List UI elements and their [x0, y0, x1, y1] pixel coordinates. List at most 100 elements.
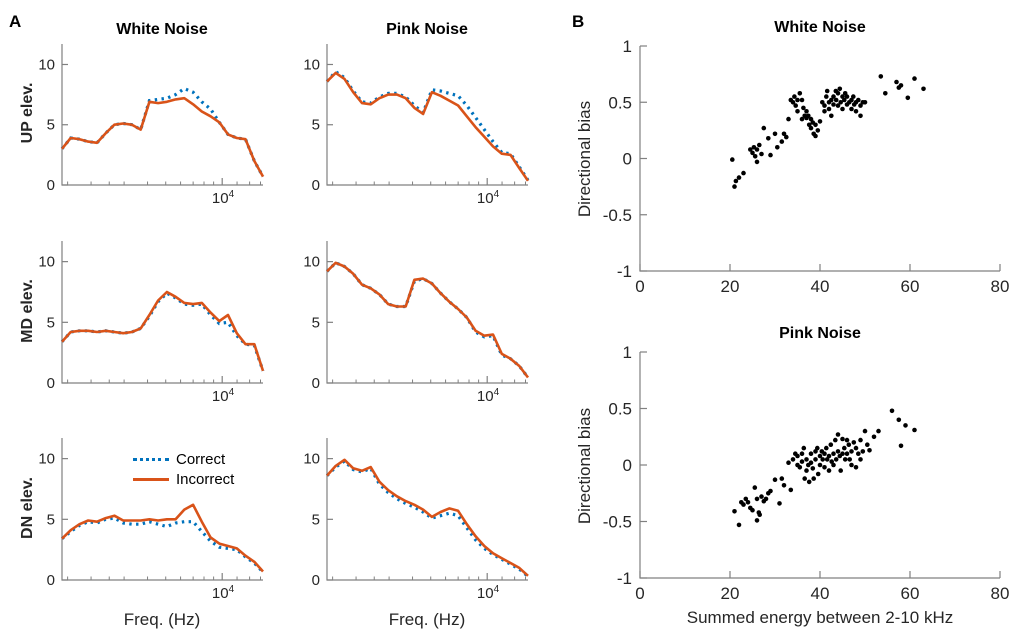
y-tick-label: 0: [312, 572, 320, 589]
y-tick-label: 0: [312, 375, 320, 392]
scatter-point: [784, 134, 789, 140]
scatter-point: [822, 451, 827, 457]
scatter-point: [732, 184, 737, 189]
scatter-point: [844, 94, 850, 99]
panelA-col2-title: Pink Noise: [386, 21, 468, 38]
scatter-point: [799, 459, 805, 464]
scatter-point: [912, 427, 917, 433]
ylabel-up-elev: UP elev.: [19, 82, 36, 144]
scatter-point: [772, 477, 778, 483]
scatter-point: [754, 147, 760, 152]
xlabel-freq-col1: Freq. (Hz): [123, 610, 201, 629]
xlabel-summed-energy: Summed energy between 2-10 kHz: [686, 608, 954, 627]
scatter-point: [840, 436, 845, 442]
panelB-bottom-title: Pink Noise: [779, 325, 861, 342]
y-tick-label: 0.5: [608, 400, 632, 419]
panel-b-label: B: [572, 12, 585, 31]
scatter-point: [808, 460, 814, 466]
xtick-10e4: 104: [203, 189, 243, 207]
scatter-point: [795, 453, 800, 459]
scatter-point: [862, 100, 868, 105]
series-incorrect: [326, 261, 530, 379]
y-tick-label: 5: [312, 314, 320, 331]
scatter-point: [856, 97, 861, 103]
scatter-point: [754, 518, 760, 523]
scatter-point: [775, 145, 780, 150]
ylabel-md-elev: MD elev.: [19, 279, 36, 343]
scatter-point: [743, 496, 749, 502]
x-tick-label: 40: [811, 277, 830, 296]
scatter-point: [799, 451, 805, 457]
scatter-point: [779, 476, 785, 481]
scatter-point: [860, 449, 866, 454]
scatter-point: [804, 468, 809, 473]
scatter-point: [831, 462, 836, 468]
scatter-point: [802, 476, 807, 481]
scatter-point: [840, 94, 845, 99]
scatter-point: [763, 496, 769, 502]
scatter-point: [833, 457, 839, 462]
scatter-point: [835, 432, 841, 437]
series-correct: [325, 69, 530, 182]
xtick-exp: 4: [493, 584, 500, 595]
legend-item-incorrect: Incorrect: [133, 469, 234, 489]
scatter-point: [889, 408, 895, 414]
scatter-chart-scatter-white: -1 -0.5 0 0.5 1 0 20 40 60 80: [603, 37, 1010, 296]
y-tick-label: -0.5: [603, 513, 632, 532]
scatter-point: [808, 451, 814, 457]
scatter-point: [858, 113, 863, 119]
xtick-10e4: 104: [468, 584, 508, 602]
scatter-point: [806, 479, 812, 485]
y-tick-label: 5: [47, 117, 55, 134]
scatter-point: [858, 103, 863, 108]
line-chart-md-pink: 0 5 10: [303, 241, 530, 392]
legend-item-correct: Correct: [133, 449, 234, 469]
y-tick-label: 0: [47, 177, 55, 194]
scatter-point: [793, 103, 798, 108]
y-tick-label: 0: [623, 456, 632, 475]
scatter-point: [777, 501, 782, 506]
scatter-point: [824, 88, 830, 94]
line-chart-dn-pink: 0 5 10: [303, 438, 530, 589]
scatter-point: [813, 457, 818, 462]
scatter-point: [849, 97, 854, 103]
scatter-point: [745, 500, 751, 505]
y-tick-label: 0: [623, 150, 632, 169]
scatter-point: [766, 136, 771, 141]
y-tick-label: 5: [47, 511, 55, 528]
scatter-point: [903, 423, 908, 428]
scatter-point: [829, 97, 834, 103]
series-incorrect: [326, 71, 530, 182]
scatter-point: [842, 457, 848, 462]
xtick-exp: 4: [228, 189, 235, 200]
scatter-point: [741, 502, 746, 507]
x-tick-label: 20: [721, 277, 740, 296]
scatter-point: [817, 462, 823, 468]
scatter-point: [831, 102, 836, 107]
scatter-point: [820, 457, 825, 462]
scatter-point: [846, 442, 852, 448]
y-tick-label: 10: [38, 451, 55, 468]
scatter-point: [824, 445, 829, 451]
y-tick-label: -0.5: [603, 206, 632, 225]
series-incorrect: [60, 96, 265, 178]
xtick-10e4: 104: [468, 189, 508, 207]
scatter-point: [894, 79, 899, 85]
scatter-point: [813, 133, 818, 139]
xtick-base: 10: [211, 190, 229, 207]
scatter-point: [905, 95, 911, 101]
scatter-point: [822, 103, 827, 108]
scatter-point: [822, 465, 827, 470]
scatter-point: [817, 453, 823, 459]
ylabel-directional-bias-bottom: Directional bias: [575, 407, 594, 525]
xtick-10e4: 104: [203, 584, 243, 602]
scatter-point: [741, 170, 746, 176]
scatter-point: [833, 97, 839, 103]
scatter-point: [835, 91, 841, 96]
scatter-point: [849, 462, 854, 468]
line-chart-up-pink: 0 5 10: [303, 44, 530, 194]
xtick-exp: 4: [493, 387, 500, 398]
x-tick-label: 80: [991, 277, 1010, 296]
line-chart-dn-white: 0 5 10: [38, 438, 265, 589]
